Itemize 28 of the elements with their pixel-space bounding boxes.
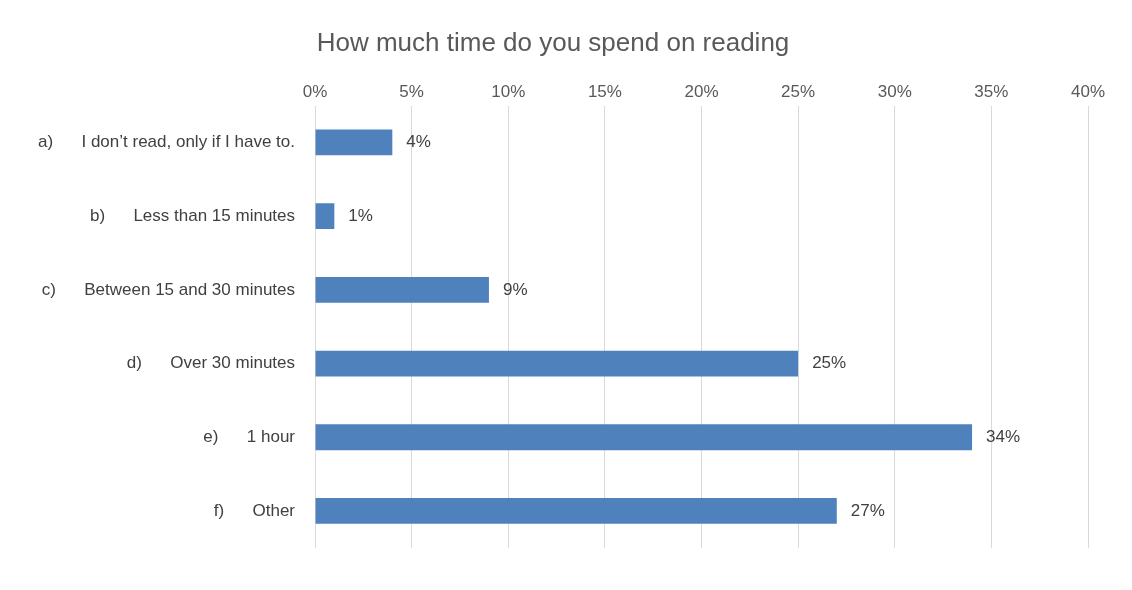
data-label: 9%	[502, 279, 528, 299]
y-tick-label: d) Over 30 minutes	[126, 353, 296, 373]
x-tick-label: 5%	[399, 82, 424, 102]
y-tick-label: a) I don’t read, only if I have to.	[37, 132, 296, 152]
bar	[315, 203, 335, 230]
y-tick-label: e) 1 hour	[203, 426, 296, 446]
x-tick-label: 25%	[781, 82, 816, 102]
bar	[315, 498, 837, 524]
y-tick-label: c) Between 15 and 30 minutes	[41, 279, 296, 299]
y-tick-label: b) Less than 15 minutes	[89, 205, 296, 225]
data-label: 1%	[348, 205, 373, 225]
x-tick-label: 30%	[877, 82, 912, 102]
chart-title: How much time do you spend on reading	[316, 26, 790, 57]
data-label: 4%	[406, 132, 431, 152]
x-tick-label: 10%	[491, 82, 526, 102]
bar	[315, 276, 489, 303]
x-tick-label: 35%	[974, 82, 1009, 102]
data-label: 27%	[850, 500, 885, 520]
x-tick-label: 15%	[587, 82, 622, 102]
x-tick-label: 40%	[1070, 82, 1106, 102]
bar	[315, 424, 973, 451]
bar	[315, 129, 393, 156]
data-label: 25%	[812, 353, 847, 373]
x-tick-label: 20%	[684, 82, 719, 102]
x-tick-label: 0%	[302, 82, 328, 102]
bar	[315, 350, 799, 377]
y-tick-label: f) Other	[213, 500, 296, 520]
data-label: 34%	[986, 426, 1021, 446]
